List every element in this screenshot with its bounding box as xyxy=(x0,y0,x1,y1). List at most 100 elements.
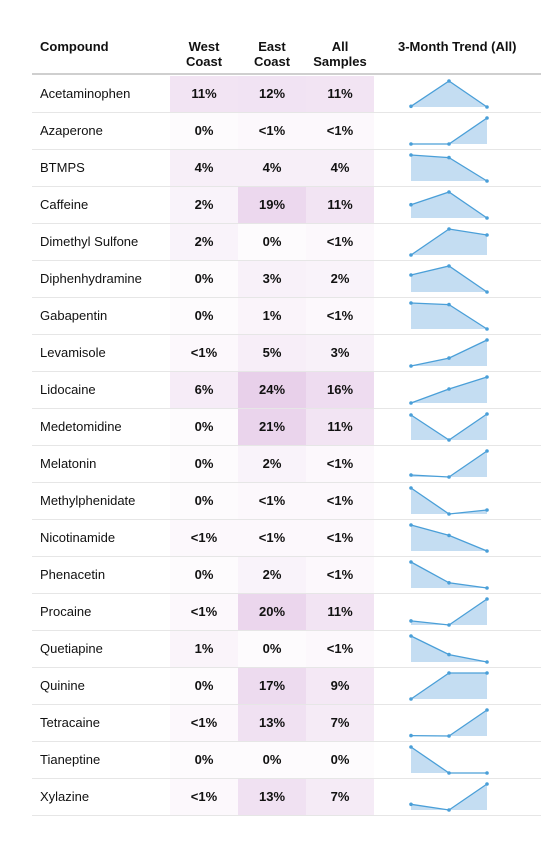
trend-point xyxy=(485,549,489,553)
trend-point xyxy=(409,802,413,807)
trend-area xyxy=(411,229,487,255)
trend-sparkline xyxy=(409,782,489,812)
trend-point xyxy=(447,438,451,442)
header-all-samples: All Samples xyxy=(306,39,374,69)
trend-point xyxy=(485,660,489,664)
trend-point xyxy=(485,508,489,512)
trend-point xyxy=(447,264,451,268)
trend-point xyxy=(485,290,489,294)
header-east-coast-line1: East xyxy=(258,39,286,54)
trend-area xyxy=(411,599,487,625)
compound-name: Tianeptine xyxy=(40,752,101,767)
trend-area xyxy=(411,155,487,181)
compound-name: Gabapentin xyxy=(40,308,108,323)
trend-area xyxy=(411,118,487,144)
trend-point xyxy=(447,623,451,627)
trend-point xyxy=(409,560,413,564)
trend-point xyxy=(409,473,413,477)
east-value-cell: 0% xyxy=(238,631,306,667)
all-value-cell: 7% xyxy=(306,779,374,815)
all-value-cell: 11% xyxy=(306,187,374,223)
trend-point xyxy=(447,581,451,585)
east-value-cell: 1% xyxy=(238,298,306,334)
east-value-cell: 13% xyxy=(238,705,306,741)
trend-area xyxy=(411,414,487,440)
trend-point xyxy=(485,216,489,220)
trend-point xyxy=(485,449,489,453)
west-value-cell: 0% xyxy=(170,483,238,519)
all-value-cell: 0% xyxy=(306,742,374,778)
table-row: Acetaminophen 11% 12% 11% xyxy=(32,76,541,113)
east-value-cell: 20% xyxy=(238,594,306,630)
trend-point xyxy=(409,486,413,490)
trend-point xyxy=(447,387,451,391)
trend-area xyxy=(411,488,487,514)
compound-name: Melatonin xyxy=(40,456,97,471)
table-row: Gabapentin 0% 1% <1% xyxy=(32,298,541,335)
east-value-cell: 3% xyxy=(238,261,306,297)
trend-point xyxy=(409,733,413,738)
compound-name: Azaperone xyxy=(40,123,103,138)
trend-point xyxy=(409,273,413,277)
west-value-cell: <1% xyxy=(170,520,238,556)
east-value-cell: 2% xyxy=(238,557,306,593)
west-value-cell: <1% xyxy=(170,335,238,371)
all-value-cell: 16% xyxy=(306,372,374,408)
trend-point xyxy=(447,533,451,538)
trend-sparkline xyxy=(409,227,489,257)
west-value-cell: 0% xyxy=(170,261,238,297)
all-value-cell: <1% xyxy=(306,631,374,667)
trend-area xyxy=(411,710,487,736)
west-value-cell: <1% xyxy=(170,779,238,815)
trend-sparkline xyxy=(409,264,489,294)
table-row: Medetomidine 0% 21% 11% xyxy=(32,409,541,446)
table-row: Procaine <1% 20% 11% xyxy=(32,594,541,631)
trend-area xyxy=(411,81,487,107)
east-value-cell: 5% xyxy=(238,335,306,371)
all-value-cell: 11% xyxy=(306,594,374,630)
west-value-cell: 0% xyxy=(170,298,238,334)
all-value-cell: 2% xyxy=(306,261,374,297)
trend-sparkline xyxy=(409,708,489,738)
trend-point xyxy=(447,734,451,738)
table-row: Methylphenidate 0% <1% <1% xyxy=(32,483,541,520)
trend-area xyxy=(411,192,487,218)
west-value-cell: <1% xyxy=(170,705,238,741)
table-row: Lidocaine 6% 24% 16% xyxy=(32,372,541,409)
table-row: Azaperone 0% <1% <1% xyxy=(32,113,541,150)
compound-name: Lidocaine xyxy=(40,382,96,397)
compound-name: Caffeine xyxy=(40,197,89,212)
trend-sparkline xyxy=(409,190,489,220)
header-east-coast: East Coast xyxy=(238,39,306,69)
trend-point xyxy=(409,153,413,157)
all-value-cell: <1% xyxy=(306,113,374,149)
east-value-cell: 13% xyxy=(238,779,306,815)
east-value-cell: 0% xyxy=(238,742,306,778)
trend-point xyxy=(447,512,451,516)
trend-sparkline xyxy=(409,560,489,590)
trend-point xyxy=(447,142,451,146)
east-value-cell: 12% xyxy=(238,76,306,112)
trend-sparkline xyxy=(409,745,489,775)
trend-sparkline xyxy=(409,116,489,146)
trend-sparkline xyxy=(409,449,489,479)
all-value-cell: 9% xyxy=(306,668,374,704)
all-value-cell: <1% xyxy=(306,483,374,519)
table-row: Levamisole <1% 5% 3% xyxy=(32,335,541,372)
trend-point xyxy=(485,586,489,590)
table-row: Nicotinamide <1% <1% <1% xyxy=(32,520,541,557)
table-row: Caffeine 2% 19% 11% xyxy=(32,187,541,224)
header-divider xyxy=(32,73,541,75)
trend-area xyxy=(411,784,487,810)
header-trend: 3-Month Trend (All) xyxy=(398,39,517,54)
trend-point xyxy=(409,634,413,638)
trend-point xyxy=(447,356,451,360)
trend-point xyxy=(409,697,413,701)
trend-point xyxy=(447,652,451,657)
compound-name: Methylphenidate xyxy=(40,493,136,508)
table-row: Quetiapine 1% 0% <1% xyxy=(32,631,541,668)
trend-area xyxy=(411,340,487,366)
trend-point xyxy=(409,253,413,257)
trend-point xyxy=(485,782,489,786)
west-value-cell: 6% xyxy=(170,372,238,408)
